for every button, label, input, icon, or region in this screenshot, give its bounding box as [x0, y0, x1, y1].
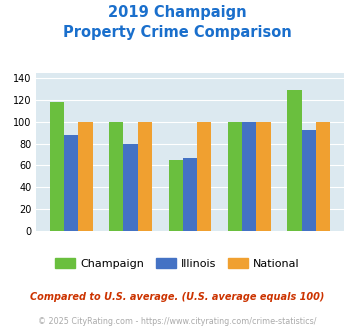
- Bar: [78, 122, 93, 231]
- Bar: [183, 158, 197, 231]
- Text: Compared to U.S. average. (U.S. average equals 100): Compared to U.S. average. (U.S. average …: [30, 292, 325, 302]
- Bar: [256, 122, 271, 231]
- Bar: [50, 102, 64, 231]
- Bar: [169, 160, 183, 231]
- Text: © 2025 CityRating.com - https://www.cityrating.com/crime-statistics/: © 2025 CityRating.com - https://www.city…: [38, 317, 317, 326]
- Bar: [197, 122, 211, 231]
- Bar: [228, 122, 242, 231]
- Bar: [316, 122, 330, 231]
- Text: Property Crime Comparison: Property Crime Comparison: [63, 25, 292, 40]
- Bar: [124, 144, 138, 231]
- Bar: [242, 122, 256, 231]
- Text: 2019 Champaign: 2019 Champaign: [108, 5, 247, 20]
- Legend: Champaign, Illinois, National: Champaign, Illinois, National: [52, 255, 303, 272]
- Bar: [287, 90, 302, 231]
- Bar: [302, 130, 316, 231]
- Bar: [64, 135, 78, 231]
- Bar: [138, 122, 152, 231]
- Bar: [109, 122, 124, 231]
